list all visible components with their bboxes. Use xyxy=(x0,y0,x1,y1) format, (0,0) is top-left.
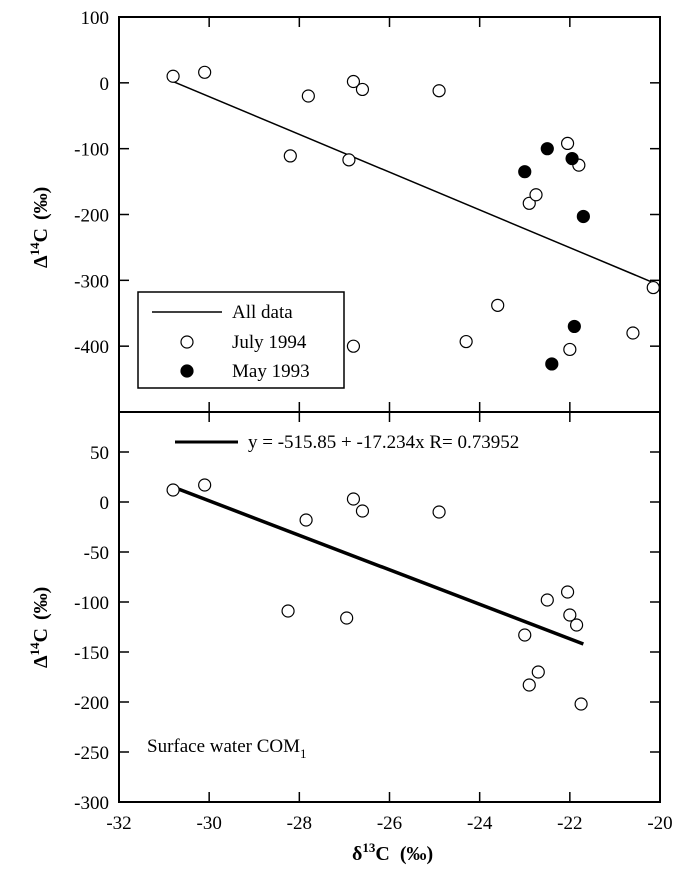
top-y-tick-label: 100 xyxy=(81,8,110,29)
top-tick-labels: 100 0 -100 -200 -300 -400 xyxy=(74,8,109,358)
bottom-y-axis-label: Δ14C(‰) xyxy=(27,587,52,668)
top-y-tick-label: -400 xyxy=(74,337,109,358)
bottom-open-point xyxy=(560,585,575,599)
top-filled-point xyxy=(518,165,532,179)
bottom-open-point xyxy=(299,513,313,527)
bottom-tick-labels: 50 0 -50 -100 -150 -200 -250 -300-32 -30 -28 -26 -2… xyxy=(74,443,672,834)
bottom-open-point xyxy=(569,618,584,632)
top-open-point xyxy=(560,136,575,150)
top-y-tick-label: -200 xyxy=(74,206,109,227)
bottom-axis-ticks xyxy=(118,412,661,803)
bottom-open-point xyxy=(563,608,577,622)
top-y-tick-label: 0 xyxy=(100,74,110,95)
top-open-point xyxy=(198,65,212,79)
bottom-open-point xyxy=(166,483,180,497)
bottom-y-tick-label: -50 xyxy=(84,543,109,564)
x-tick-label: -20 xyxy=(647,813,672,834)
x-tick-label: -28 xyxy=(287,813,312,834)
bottom-open-point xyxy=(574,697,588,711)
top-open-point xyxy=(522,196,536,210)
surface-water-annotation: Surface water COM1 xyxy=(147,736,307,761)
x-tick-label: -24 xyxy=(467,813,493,834)
bottom-y-tick-label: -150 xyxy=(74,643,109,664)
legend-label-may-1993: May 1993 xyxy=(232,361,310,382)
top-open-point xyxy=(342,153,356,167)
top-filled-point xyxy=(545,357,559,371)
legend-box xyxy=(137,291,345,389)
fit-equation-text: y = -515.85 + -17.234x R= 0.73952 xyxy=(248,432,519,453)
bottom-open-point xyxy=(432,505,446,519)
legend: All data July 1994 May 1993 xyxy=(137,291,345,389)
top-axis-ticks xyxy=(118,16,661,412)
x-tick-label: -22 xyxy=(557,813,582,834)
bottom-y-tick-label: -200 xyxy=(74,693,109,714)
bottom-open-point xyxy=(518,628,532,642)
top-y-axis-label: Δ14C(‰) xyxy=(27,187,52,268)
top-open-point xyxy=(355,82,370,97)
top-open-point xyxy=(283,149,297,163)
top-y-tick-label: -100 xyxy=(74,140,109,161)
top-regression-line xyxy=(172,80,652,283)
top-open-point xyxy=(346,339,361,353)
top-open-point xyxy=(626,326,640,340)
top-open-point xyxy=(529,188,543,202)
top-filled-point xyxy=(540,142,554,156)
bottom-open-point xyxy=(198,478,212,492)
bottom-open-point xyxy=(531,665,545,679)
bottom-regression-line xyxy=(172,485,584,646)
bottom-data-marks xyxy=(166,478,588,711)
top-open-point xyxy=(432,84,446,98)
top-filled-point xyxy=(576,209,590,224)
top-y-tick-label: -300 xyxy=(74,271,109,292)
top-open-point xyxy=(166,69,180,83)
x-tick-label: -30 xyxy=(197,813,222,834)
top-open-point xyxy=(459,334,473,349)
fit-equation: y = -515.85 + -17.234x R= 0.73952 xyxy=(175,432,519,453)
legend-open-circle-swatch xyxy=(180,335,194,349)
top-filled-point xyxy=(567,319,581,334)
x-tick-label: -32 xyxy=(106,813,131,834)
bottom-open-point xyxy=(340,611,354,625)
x-axis-label: δ13C (‰) xyxy=(352,840,433,865)
bottom-open-point xyxy=(281,604,295,618)
bottom-y-tick-label: -100 xyxy=(74,593,109,614)
bottom-y-tick-label: 0 xyxy=(100,493,110,514)
bottom-open-point xyxy=(355,504,370,518)
bottom-open-point xyxy=(540,593,554,607)
top-open-point xyxy=(346,74,361,89)
top-open-point xyxy=(563,342,577,357)
legend-label-july-1994: July 1994 xyxy=(232,332,307,353)
bottom-open-point xyxy=(346,492,361,506)
top-filled-point xyxy=(565,151,579,166)
bottom-open-point xyxy=(522,678,536,692)
legend-filled-circle-swatch xyxy=(180,364,194,378)
top-open-point xyxy=(646,280,660,295)
top-data-marks xyxy=(166,65,660,371)
top-open-point xyxy=(301,89,315,103)
x-tick-label: -26 xyxy=(377,813,402,834)
legend-label-all-data: All data xyxy=(232,302,293,323)
bottom-y-tick-label: -300 xyxy=(74,793,109,814)
bottom-y-tick-label: 50 xyxy=(90,443,109,464)
top-open-point xyxy=(491,298,505,312)
bottom-y-tick-label: -250 xyxy=(74,743,109,764)
